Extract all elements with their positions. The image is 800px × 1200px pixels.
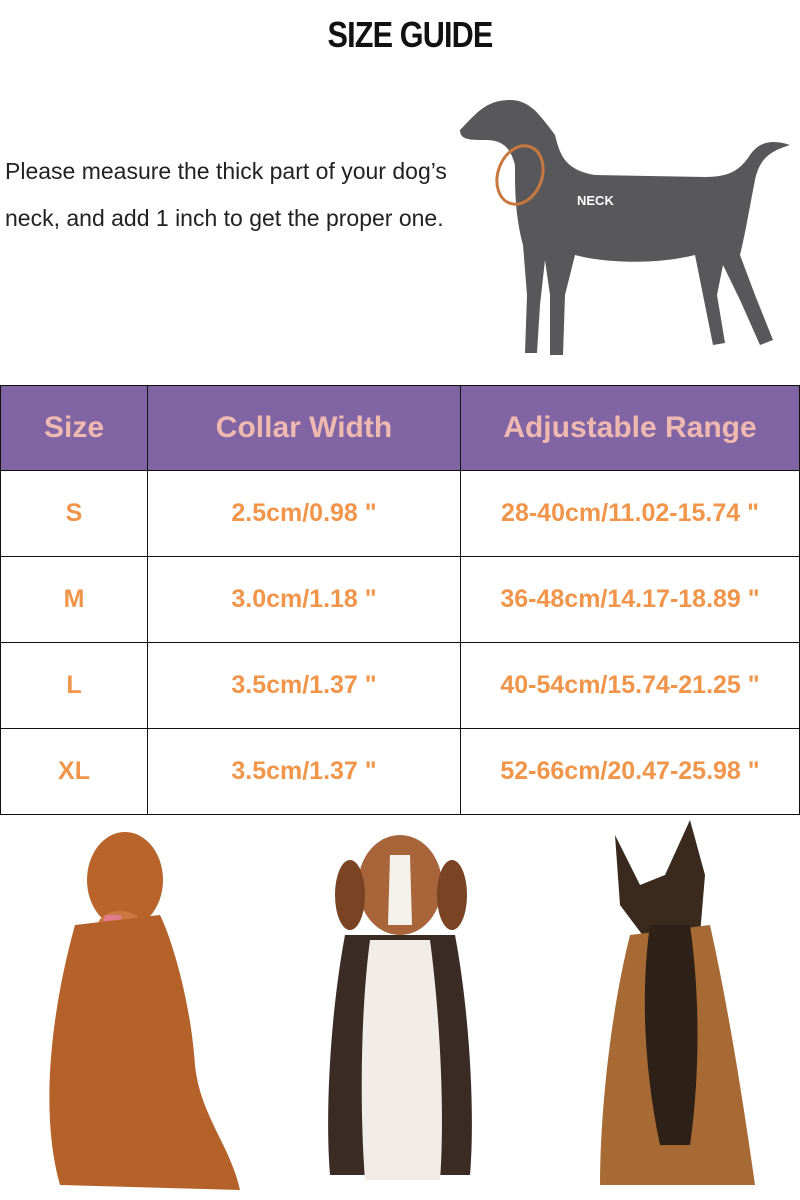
- size-table: Size Collar Width Adjustable Range S 2.5c…: [0, 385, 800, 815]
- width-cell: 3.5cm/1.37 ": [147, 642, 461, 729]
- size-cell: S: [0, 470, 148, 557]
- table-row: M 3.0cm/1.18 " 36-48cm/14.17-18.89 ": [0, 556, 800, 643]
- range-cell: 40-54cm/15.74-21.25 ": [460, 642, 800, 729]
- width-cell: 2.5cm/0.98 ": [147, 470, 461, 557]
- beagle-image: [328, 835, 472, 1180]
- size-cell: XL: [0, 728, 148, 815]
- size-cell: M: [0, 556, 148, 643]
- range-cell: 52-66cm/20.47-25.98 ": [460, 728, 800, 815]
- range-cell: 36-48cm/14.17-18.89 ": [460, 556, 800, 643]
- dog-neck-diagram: NECK: [460, 100, 790, 355]
- width-cell: 3.0cm/1.18 ": [147, 556, 461, 643]
- page-title: SIZE GUIDE: [327, 14, 494, 55]
- golden-retriever-image: [49, 832, 240, 1190]
- header-adjustable-range: Adjustable Range: [460, 385, 800, 471]
- table-row: S 2.5cm/0.98 " 28-40cm/11.02-15.74 ": [0, 470, 800, 557]
- neck-label: NECK: [577, 193, 614, 208]
- german-shepherd-image: [600, 820, 755, 1185]
- range-cell: 28-40cm/11.02-15.74 ": [460, 470, 800, 557]
- dog-photos: [49, 820, 755, 1190]
- size-cell: L: [0, 642, 148, 729]
- header-size: Size: [0, 385, 148, 471]
- width-cell: 3.5cm/1.37 ": [147, 728, 461, 815]
- table-row: XL 3.5cm/1.37 " 52-66cm/20.47-25.98 ": [0, 728, 800, 815]
- table-row: L 3.5cm/1.37 " 40-54cm/15.74-21.25 ": [0, 642, 800, 729]
- measure-instruction: Please measure the thick part of your do…: [5, 158, 447, 231]
- header-collar-width: Collar Width: [147, 385, 461, 471]
- table-header-row: Size Collar Width Adjustable Range: [0, 385, 800, 471]
